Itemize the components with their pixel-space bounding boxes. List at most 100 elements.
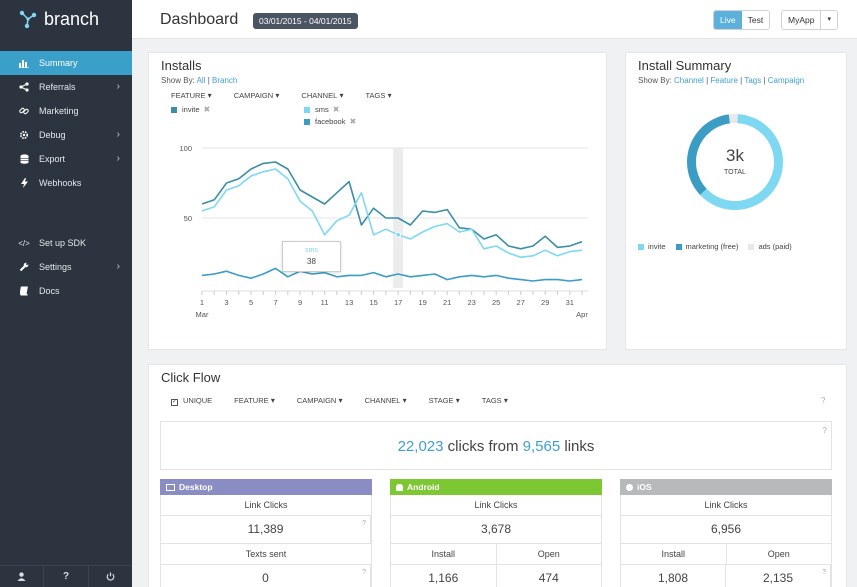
- power-icon[interactable]: [89, 566, 132, 587]
- show-by-prefix: Show By:: [638, 76, 672, 85]
- show-by-prefix: Show By:: [161, 76, 195, 85]
- summary-legend: invite marketing (free) ads (paid): [638, 242, 802, 251]
- show-by-branch-link[interactable]: Branch: [212, 76, 238, 85]
- ios-header: iOS: [620, 479, 832, 495]
- x-tick-label: 9: [298, 298, 302, 307]
- android-link-clicks-label-row: Link Clicks: [390, 495, 602, 516]
- sidebar-footer: ?: [0, 565, 132, 587]
- tooltip-value: 38: [307, 257, 316, 266]
- sidebar-item-export[interactable]: Export ›: [0, 147, 132, 171]
- x-month-label: Apr: [576, 310, 588, 319]
- legend-item-invite: invite: [638, 242, 666, 251]
- filter-feature-dropdown[interactable]: FEATURE: [171, 91, 212, 100]
- filter-campaign-dropdown[interactable]: CAMPAIGN: [234, 91, 280, 100]
- series-line-facebook: [201, 267, 583, 282]
- legend-label: ads (paid): [758, 242, 792, 251]
- texts-sent-value: 0: [161, 565, 371, 587]
- help-icon[interactable]: ?: [362, 569, 366, 576]
- y-tick-label: 100: [179, 144, 192, 153]
- show-by-channel-link[interactable]: Channel: [674, 76, 704, 85]
- x-month-label: Mar: [196, 310, 209, 319]
- filter-campaign-dropdown[interactable]: CAMPAIGN: [297, 396, 343, 406]
- branch-logo[interactable]: branch: [18, 8, 99, 30]
- bar-chart-icon: [18, 57, 30, 69]
- sidebar-item-settings[interactable]: Settings ›: [0, 255, 132, 279]
- texts-sent-label: Texts sent: [245, 549, 287, 559]
- sidebar-item-marketing[interactable]: Marketing: [0, 99, 132, 123]
- user-icon[interactable]: [0, 566, 45, 587]
- link-clicks-label: Link Clicks: [244, 500, 288, 510]
- x-tick-label: 27: [517, 298, 525, 307]
- help-icon[interactable]: ?: [44, 566, 89, 587]
- sidebar-item-summary[interactable]: Summary: [0, 51, 132, 75]
- legend-label: marketing (free): [685, 242, 739, 251]
- live-toggle-button[interactable]: Live: [714, 11, 742, 29]
- ios-link-clicks-label-row: Link Clicks: [620, 495, 832, 516]
- sidebar-item-debug[interactable]: Debug ›: [0, 123, 132, 147]
- help-icon[interactable]: ?: [822, 426, 827, 435]
- desktop-link-clicks-row: 11,389?: [160, 516, 372, 544]
- checkbox-icon: ✓: [171, 399, 178, 406]
- test-toggle-button[interactable]: Test: [741, 11, 770, 29]
- total-value: 3k: [726, 146, 744, 165]
- install-label: Install: [621, 544, 727, 564]
- tag-chip-sms: sms ✖: [304, 105, 339, 114]
- open-label: Open: [537, 549, 560, 559]
- ios-link-clicks-row: 6,956: [620, 516, 832, 544]
- wrench-icon: [18, 261, 30, 273]
- desktop-panel: Desktop Link Clicks 11,389? Texts sent 0…: [160, 479, 372, 587]
- installs-title: Installs: [161, 58, 202, 73]
- legend-swatch: [675, 243, 682, 250]
- sidebar-item-webhooks[interactable]: Webhooks: [0, 171, 132, 195]
- show-by-feature-link[interactable]: Feature: [710, 76, 738, 85]
- ios-install-open-label-row: Install Open: [620, 544, 832, 565]
- hover-point: [395, 231, 402, 238]
- remove-tag-icon[interactable]: ✖: [349, 117, 357, 126]
- series-line-sms: [201, 168, 583, 258]
- sidebar-item-docs[interactable]: Docs: [0, 279, 132, 303]
- apple-icon: [626, 483, 633, 491]
- chevron-down-icon[interactable]: ▾: [827, 16, 831, 23]
- app-selector[interactable]: MyApp ▾: [781, 10, 838, 30]
- help-icon[interactable]: ?: [362, 520, 366, 527]
- filter-tags-dropdown[interactable]: TAGS: [482, 396, 508, 406]
- gear-icon: [18, 129, 30, 141]
- filter-feature-dropdown[interactable]: FEATURE: [234, 396, 275, 406]
- show-by-campaign-link[interactable]: Campaign: [767, 76, 805, 85]
- sidebar-item-setup-sdk[interactable]: </> Set up SDK: [0, 231, 132, 255]
- sidebar-nav: Summary Referrals › Marketing Debug ›: [0, 51, 132, 195]
- tag-chip-invite: invite ✖: [171, 105, 210, 114]
- tooltip-series: sms: [305, 247, 318, 254]
- sidebar-nav-secondary: </> Set up SDK Settings › Docs: [0, 231, 132, 303]
- live-test-toggle: Live Test: [713, 10, 771, 30]
- sidebar-item-label: Webhooks: [39, 178, 82, 188]
- filter-stage-dropdown[interactable]: STAGE: [429, 396, 460, 406]
- legend-swatch: [748, 243, 755, 250]
- help-icon[interactable]: ?: [822, 569, 826, 576]
- show-by-all-link[interactable]: All: [196, 76, 206, 85]
- donut-slice-2: [728, 114, 738, 124]
- tag-label: facebook: [315, 117, 346, 126]
- open-label: Open: [767, 549, 790, 559]
- help-icon[interactable]: ?: [821, 396, 826, 405]
- remove-tag-icon[interactable]: ✖: [332, 105, 340, 114]
- desktop-label: Desktop: [179, 482, 213, 492]
- donut-slice-1: [686, 114, 730, 195]
- sidebar-item-referrals[interactable]: Referrals ›: [0, 75, 132, 99]
- filter-channel-dropdown[interactable]: CHANNEL: [365, 396, 407, 406]
- x-tick-label: 3: [224, 298, 228, 307]
- x-tick-label: 19: [418, 298, 426, 307]
- filter-tags-dropdown[interactable]: TAGS: [366, 91, 392, 100]
- donut-center: 3k TOTAL: [700, 146, 770, 176]
- date-range-picker[interactable]: 03/01/2015 - 04/01/2015: [253, 13, 358, 29]
- filter-channel-dropdown[interactable]: CHANNEL: [301, 91, 343, 100]
- installs-show-by: Show By: All | Branch: [161, 76, 238, 85]
- desktop-texts-row: 0?: [160, 565, 372, 587]
- unique-checkbox[interactable]: ✓ UNIQUE: [171, 396, 212, 406]
- remove-tag-icon[interactable]: ✖: [203, 105, 211, 114]
- install-summary-donut: [686, 114, 783, 211]
- clicks-count: 22,023: [397, 438, 444, 455]
- ios-label: iOS: [637, 482, 652, 492]
- show-by-tags-link[interactable]: Tags: [744, 76, 762, 85]
- open-value: 474: [538, 571, 559, 585]
